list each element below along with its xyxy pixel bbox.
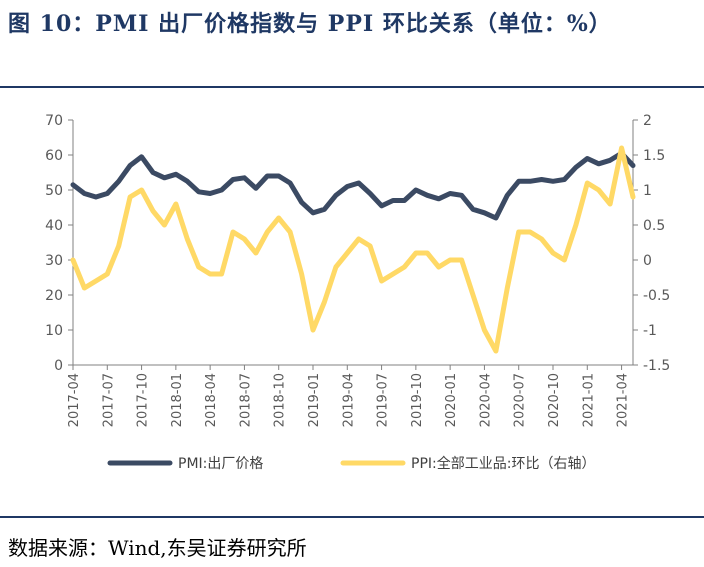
right-axis-tick-label: 1 bbox=[643, 183, 652, 199]
pmi-series-line bbox=[70, 150, 636, 221]
figure-title: 图 10：PMI 出厂价格指数与 PPI 环比关系（单位：%） bbox=[8, 11, 612, 37]
x-axis-tick-label: 2017-04 bbox=[67, 373, 82, 427]
right-axis-tick-label: 1.5 bbox=[643, 148, 665, 164]
chart-legend: PMI:出厂价格 PPI:全部工业品:环比（右轴） bbox=[107, 455, 595, 472]
left-axis-tick-label: 20 bbox=[45, 288, 63, 304]
title-divider bbox=[0, 86, 704, 88]
left-axis-tick-label: 30 bbox=[45, 253, 63, 269]
right-axis-tick-label: -1 bbox=[643, 323, 657, 339]
x-axis-tick-label: 2019-10 bbox=[410, 373, 425, 427]
right-axis-tick-label: -0.5 bbox=[643, 288, 670, 304]
right-axis-tick-label: 0.5 bbox=[643, 218, 665, 234]
left-axis-tick-label: 50 bbox=[45, 183, 63, 199]
ppi-series-line bbox=[70, 145, 636, 354]
x-axis-tick-label: 2019-04 bbox=[341, 373, 356, 427]
x-axis: 2017-04 2017-07 2017-10 2018-01 2018-04 2018-… bbox=[67, 364, 633, 427]
x-axis-tick-label: 2021-01 bbox=[581, 373, 596, 427]
x-axis-tick-label: 2019-01 bbox=[307, 373, 322, 427]
x-axis-tick-label: 2020-07 bbox=[513, 373, 528, 427]
x-axis-tick-label: 2018-10 bbox=[273, 373, 288, 427]
x-axis-tick-label: 2019-07 bbox=[376, 373, 391, 427]
x-axis-tick-label: 2020-04 bbox=[478, 373, 493, 427]
source-note: 数据来源：Wind,东吴证券研究所 bbox=[8, 536, 307, 560]
x-axis-tick-label: 2020-10 bbox=[547, 373, 562, 427]
x-axis-tick-label: 2020-01 bbox=[444, 373, 459, 427]
x-axis-tick-label: 2017-10 bbox=[136, 373, 151, 427]
legend-label-ppi: PPI:全部工业品:环比（右轴） bbox=[411, 455, 595, 472]
left-axis-tick-label: 70 bbox=[45, 113, 63, 129]
x-axis-tick-label: 2021-04 bbox=[616, 373, 631, 427]
left-axis-tick-label: 10 bbox=[45, 323, 63, 339]
left-axis: 0 10 20 30 40 50 60 70 bbox=[45, 113, 74, 374]
x-axis-tick-label: 2017-07 bbox=[101, 373, 116, 427]
left-axis-tick-label: 0 bbox=[54, 358, 63, 374]
x-axis-tick-label: 2018-07 bbox=[238, 373, 253, 427]
legend-label-pmi: PMI:出厂价格 bbox=[178, 456, 263, 472]
x-axis-tick-label: 2018-01 bbox=[170, 373, 185, 427]
left-axis-tick-label: 40 bbox=[45, 218, 63, 234]
x-axis-tick-label: 2018-04 bbox=[204, 373, 219, 427]
right-axis-tick-label: -1.5 bbox=[643, 358, 670, 374]
right-axis: -1.5 -1 -0.5 0 0.5 1 1.5 2 bbox=[632, 113, 670, 374]
right-axis-tick-label: 2 bbox=[643, 113, 652, 129]
chart-series bbox=[70, 145, 636, 354]
source-divider bbox=[0, 516, 704, 518]
left-axis-tick-label: 60 bbox=[45, 148, 63, 164]
right-axis-tick-label: 0 bbox=[643, 253, 652, 269]
